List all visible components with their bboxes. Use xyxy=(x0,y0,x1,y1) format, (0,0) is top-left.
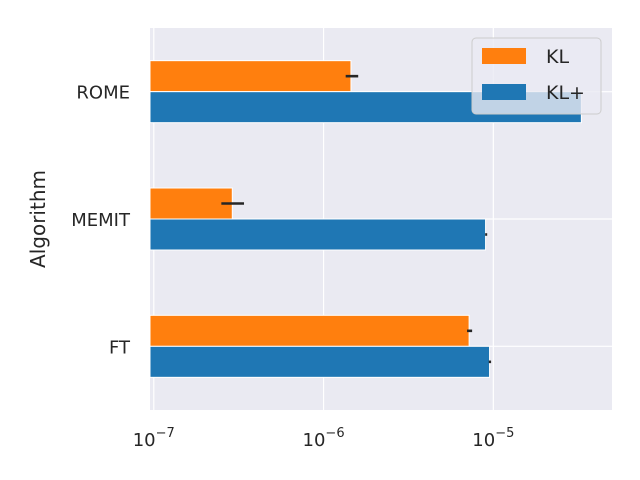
bar-kl-plus-ft xyxy=(149,345,491,378)
bar-kl-rome xyxy=(149,60,352,93)
y-axis-label: Algorithm xyxy=(26,170,50,268)
legend-swatch-kl xyxy=(482,48,526,64)
legend-label-kl: KL xyxy=(546,46,569,68)
legend-swatch-kl-plus xyxy=(482,84,526,100)
y-tick-labels: ROME MEMIT FT xyxy=(71,83,131,359)
y-tick-label: MEMIT xyxy=(71,210,131,231)
x-tick-label: 10−5 xyxy=(472,426,514,451)
bar-kl-plus-memit xyxy=(149,218,487,251)
legend-label-kl-plus: KL+ xyxy=(546,82,585,104)
bar-kl-memit xyxy=(149,187,233,220)
y-tick-label: FT xyxy=(109,337,131,358)
x-tick-label: 10−7 xyxy=(133,426,175,451)
legend: KL KL+ xyxy=(471,37,602,115)
x-tick-label: 10−6 xyxy=(303,426,345,451)
x-tick-labels: 10−7 10−6 10−5 xyxy=(133,426,515,451)
bar-kl-ft xyxy=(149,314,470,347)
y-tick-label: ROME xyxy=(76,83,130,104)
error-bars-layer xyxy=(221,74,492,364)
